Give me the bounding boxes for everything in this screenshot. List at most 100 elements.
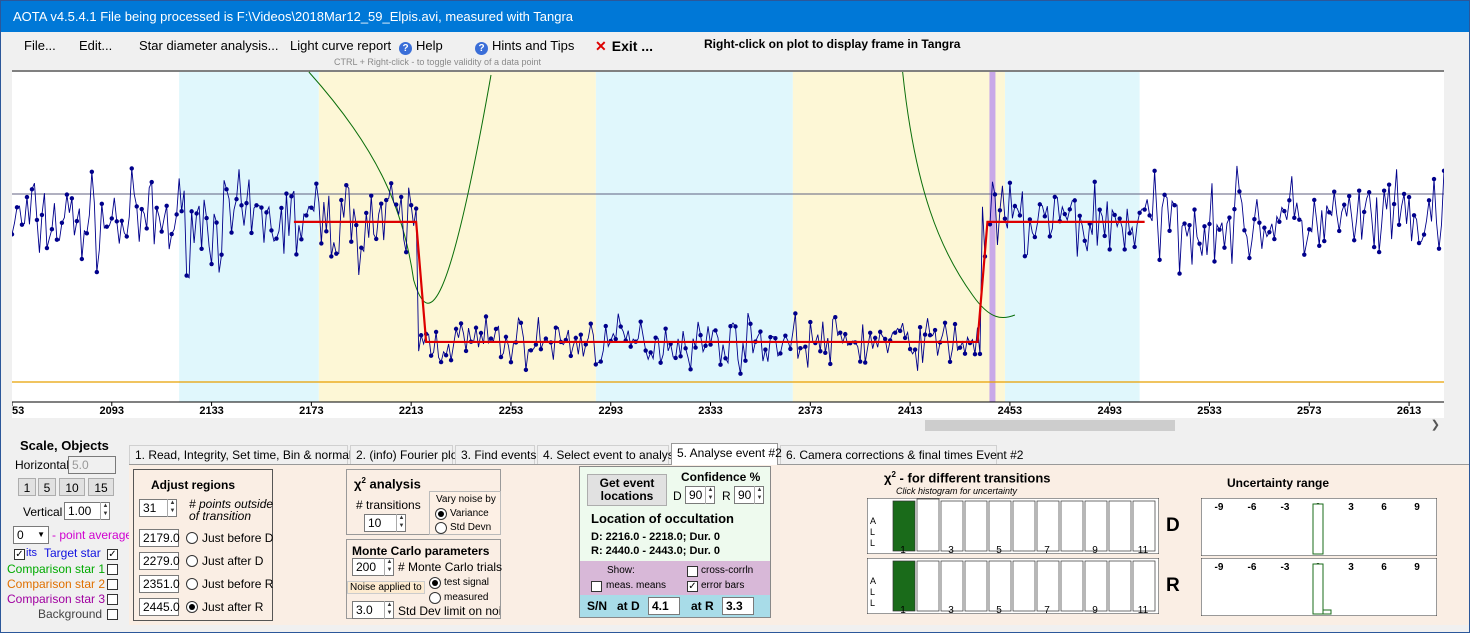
- data-point: [413, 206, 419, 211]
- just-before-d-input[interactable]: 2179.0: [139, 529, 180, 547]
- data-point: [264, 210, 269, 215]
- std-dev-limit-spinner[interactable]: ▲ ▼: [384, 601, 394, 619]
- get-event-locations-button[interactable]: Get event locations: [587, 474, 667, 506]
- confidence-d-label: D: [673, 489, 682, 503]
- comparison-star-1-checkbox[interactable]: [107, 564, 118, 575]
- std-dev-limit-input[interactable]: 3.0: [352, 601, 394, 619]
- tab-read-integrity[interactable]: 1. Read, Integrity, Set time, Bin & norm…: [129, 445, 367, 465]
- just-after-d-input[interactable]: 2279.0: [139, 552, 180, 570]
- confidence-r-spinner[interactable]: ▲ ▼: [754, 486, 764, 504]
- data-point: [653, 335, 658, 340]
- data-point: [1431, 176, 1437, 182]
- just-after-r-value: 2445.0: [143, 600, 180, 614]
- histogram-row-letter: L: [870, 538, 875, 548]
- just-before-r-radio[interactable]: [186, 578, 198, 590]
- std-devn-radio[interactable]: [435, 522, 447, 534]
- vertical-scale-input[interactable]: 1.00: [64, 502, 110, 520]
- histogram-bar: [1012, 500, 1036, 552]
- data-point: [1072, 198, 1077, 203]
- data-point: [433, 329, 439, 335]
- tab-analyse-event[interactable]: 5. Analyse event #2: [671, 443, 782, 465]
- data-point: [1356, 188, 1362, 193]
- test-signal-radio[interactable]: [429, 577, 441, 589]
- data-point: [1346, 193, 1352, 199]
- data-point: [1342, 202, 1347, 207]
- data-point: [828, 361, 833, 367]
- points-outside-spinner[interactable]: ▲ ▼: [167, 499, 177, 517]
- menu-exit[interactable]: ✕ Exit ...: [595, 38, 653, 55]
- confidence-d-spinner[interactable]: ▲ ▼: [705, 486, 715, 504]
- horizontal-scale-input[interactable]: 5.0: [68, 456, 116, 474]
- just-before-r-input[interactable]: 2351.0: [139, 575, 180, 593]
- error-bars-checkbox[interactable]: ✓: [687, 581, 698, 592]
- tab-fourier-plot[interactable]: 2. (info) Fourier plot: [350, 445, 461, 465]
- data-point: [872, 335, 878, 341]
- data-point: [1267, 229, 1272, 235]
- transitions-input[interactable]: 10: [364, 514, 406, 532]
- confidence-d-input[interactable]: 90: [685, 486, 715, 504]
- data-point: [648, 350, 653, 355]
- target-star-checkbox[interactable]: ✓: [107, 549, 118, 560]
- measured-radio[interactable]: [429, 592, 441, 604]
- scroll-thumb[interactable]: [925, 420, 1175, 431]
- tab-find-events[interactable]: 3. Find events: [455, 445, 536, 465]
- comparison-star-3-checkbox[interactable]: [107, 594, 118, 605]
- menu-hints[interactable]: ? Hints and Tips: [475, 38, 574, 55]
- data-point: [374, 236, 379, 242]
- tab-select-event[interactable]: 4. Select event to analyse: [537, 445, 680, 465]
- data-point: [269, 228, 274, 233]
- data-point: [408, 202, 414, 208]
- scale-1-button[interactable]: 1: [18, 478, 36, 496]
- menu-light-curve-report[interactable]: Light curve report: [290, 38, 392, 53]
- just-before-d-radio[interactable]: [186, 532, 198, 544]
- adjust-regions-title: Adjust regions: [151, 478, 236, 492]
- point-average-select[interactable]: 0 ▼: [13, 526, 49, 544]
- menu-bar: File... Edit... Star diameter analysis..…: [1, 32, 1469, 70]
- just-after-r-input[interactable]: 2445.0: [139, 598, 180, 616]
- comparison-star-2-checkbox[interactable]: [107, 579, 118, 590]
- data-point: [713, 328, 718, 333]
- vertical-scale-spinner[interactable]: ▲ ▼: [100, 502, 110, 520]
- data-point: [688, 367, 693, 372]
- data-point: [229, 230, 234, 235]
- data-point: [174, 212, 179, 217]
- data-point: [1062, 211, 1067, 217]
- plot-horizontal-scrollbar[interactable]: ❯: [12, 418, 1444, 433]
- data-point: [1042, 214, 1048, 219]
- scroll-right-arrow[interactable]: ❯: [1430, 419, 1440, 431]
- scale-5-button[interactable]: 5: [38, 478, 56, 496]
- monte-carlo-trials-spinner[interactable]: ▲ ▼: [384, 558, 394, 576]
- data-point: [987, 222, 993, 227]
- transitions-spinner[interactable]: ▲ ▼: [396, 514, 406, 532]
- variance-label: Variance: [450, 508, 489, 519]
- scale-15-button[interactable]: 15: [88, 478, 114, 496]
- x-tick-label: 2213: [399, 405, 423, 417]
- menu-star-diameter[interactable]: Star diameter analysis...: [139, 38, 279, 53]
- data-point: [523, 367, 529, 373]
- data-point: [1202, 224, 1207, 229]
- data-point: [369, 193, 374, 198]
- analyse-event-page: Adjust regions 31 ▲ ▼ # points outside of…: [129, 464, 1469, 625]
- just-after-r-radio[interactable]: [186, 601, 198, 613]
- scale-10-button[interactable]: 10: [59, 478, 85, 496]
- menu-file[interactable]: File...: [24, 38, 56, 53]
- meas-means-checkbox[interactable]: [591, 581, 602, 592]
- cross-corrln-checkbox[interactable]: [687, 566, 698, 577]
- monte-carlo-trials-input[interactable]: 200: [352, 558, 394, 576]
- tab-camera-corrections[interactable]: 6. Camera corrections & final times Even…: [780, 445, 1023, 465]
- data-point: [44, 245, 50, 251]
- menu-edit[interactable]: Edit...: [79, 38, 113, 53]
- menu-help[interactable]: ? Help: [399, 38, 443, 55]
- just-after-d-radio[interactable]: [186, 555, 198, 567]
- light-curve-plot[interactable]: 2053 2093 2133 2173 2213 2253 2293 2333 2373 2413…: [12, 70, 1444, 418]
- variance-radio[interactable]: [435, 508, 447, 520]
- confidence-r-input[interactable]: 90: [734, 486, 764, 504]
- histogram-tick-label: 9: [1092, 545, 1098, 554]
- background-checkbox[interactable]: [107, 609, 118, 620]
- data-point: [1152, 168, 1157, 174]
- data-point: [418, 333, 424, 338]
- data-point: [1002, 216, 1008, 221]
- target-star-checkbox-left[interactable]: ✓: [14, 549, 25, 560]
